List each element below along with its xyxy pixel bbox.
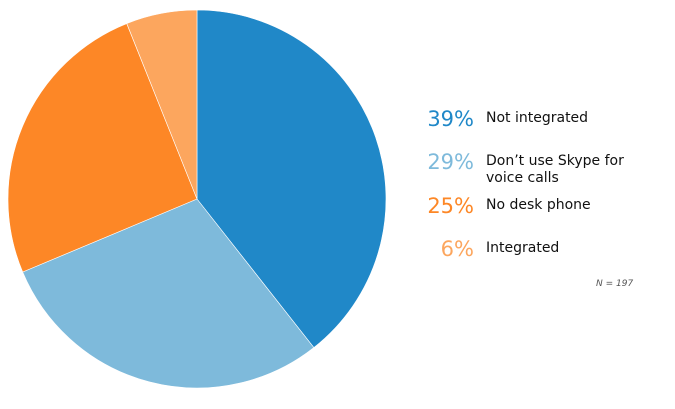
pie-chart [7,9,387,389]
legend-percent: 39% [427,107,474,131]
pie-slice-integrated [126,9,198,200]
legend-item-no-desk-phone: 25% No desk phone [418,193,668,219]
legend-item-integrated: 6% Integrated [418,236,668,262]
legend-label: No desk phone [486,197,591,213]
pie-slice-not-integrated [196,9,387,348]
legend-label: Not integrated [486,110,589,126]
legend-label: Don’t use Skype for voice calls [486,153,624,186]
legend-percent: 6% [440,237,474,261]
legend-label: Integrated [486,240,560,256]
sample-size-note: N = 197 [596,279,634,289]
pie-slice-no-desk-phone [7,23,198,273]
legend-item-no-skype-voice: 29% Don’t use Skype for voice calls [418,149,668,187]
legend-item-not-integrated: 39% Not integrated [418,106,668,132]
pie-slice-don-t-use-skype-for-voice-calls [22,198,315,389]
legend-percent: 25% [427,194,474,218]
legend-percent: 29% [427,150,474,174]
